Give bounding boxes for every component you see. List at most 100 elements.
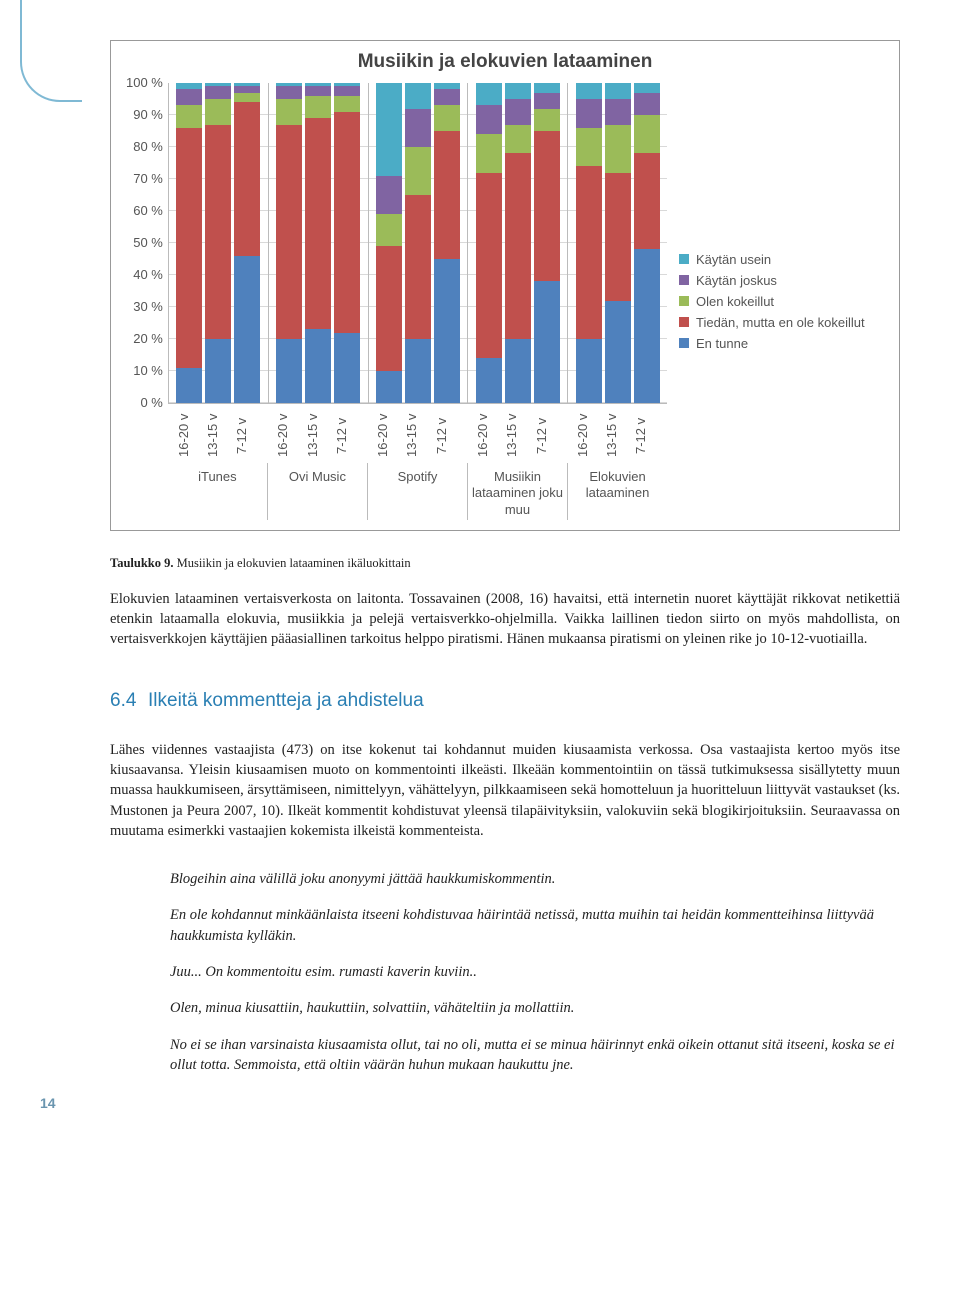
plot-area — [168, 83, 667, 404]
bar-segment — [305, 86, 331, 96]
y-axis-labels: 100 %90 %80 %70 %60 %50 %40 %30 %20 %10 … — [126, 83, 168, 403]
chart-group — [269, 83, 369, 403]
caption-text: Musiikin ja elokuvien lataaminen ikäluok… — [173, 556, 410, 570]
legend-label: Käytän usein — [696, 252, 771, 267]
bar-segment — [534, 109, 560, 131]
x-age-label: 13-15 v — [604, 408, 630, 463]
x-axis-age-labels: 16-20 v13-15 v7-12 v16-20 v13-15 v7-12 v… — [168, 404, 667, 463]
table-caption: Taulukko 9. Musiikin ja elokuvien lataam… — [110, 556, 900, 571]
stacked-bar — [334, 83, 360, 403]
legend-label: Käytän joskus — [696, 273, 777, 288]
bar-segment — [305, 96, 331, 118]
x-axis-group-labels: iTunesOvi MusicSpotifyMusiikin lataamine… — [168, 463, 667, 520]
body-paragraph-1: Elokuvien lataaminen vertaisverkosta on … — [110, 589, 900, 650]
x-age-label: 13-15 v — [504, 408, 530, 463]
bar-segment — [434, 131, 460, 259]
bar-segment — [476, 358, 502, 403]
bar-segment — [505, 83, 531, 99]
legend-item: En tunne — [679, 336, 884, 351]
bar-segment — [176, 105, 202, 127]
bar-segment — [405, 339, 431, 403]
bar-segment — [334, 86, 360, 96]
x-age-label: 16-20 v — [275, 408, 301, 463]
bar-segment — [205, 99, 231, 125]
bar-segment — [276, 125, 302, 339]
x-age-label: 13-15 v — [205, 408, 231, 463]
quote-paragraph: No ei se ihan varsinaista kiusaamista ol… — [170, 1035, 900, 1076]
stacked-bar — [405, 83, 431, 403]
chart-body: 100 %90 %80 %70 %60 %50 %40 %30 %20 %10 … — [126, 83, 884, 520]
caption-label: Taulukko 9. — [110, 556, 173, 570]
bar-segment — [376, 214, 402, 246]
bar-segment — [305, 118, 331, 329]
x-label-group: 16-20 v13-15 v7-12 v — [567, 404, 667, 463]
bar-segment — [405, 109, 431, 147]
bar-segment — [534, 131, 560, 281]
stacked-bar — [476, 83, 502, 403]
bar-segment — [605, 125, 631, 173]
bar-segment — [576, 128, 602, 166]
stacked-bar — [276, 83, 302, 403]
page-decoration-curve — [20, 0, 82, 102]
quote-paragraph: Blogeihin aina välillä joku anonyymi jät… — [170, 869, 900, 889]
section-title: Ilkeitä kommentteja ja ahdistelua — [148, 690, 424, 711]
stacked-bar — [376, 83, 402, 403]
group-name-label: Musiikin lataaminen joku muu — [468, 463, 568, 520]
x-age-label: 7-12 v — [534, 408, 560, 463]
chart-group — [568, 83, 667, 403]
bar-segment — [634, 115, 660, 153]
bar-segment — [305, 329, 331, 403]
quote-block: Blogeihin aina välillä joku anonyymi jät… — [170, 869, 900, 1075]
bar-segment — [405, 83, 431, 109]
section-heading: 6.4Ilkeitä kommentteja ja ahdistelua — [110, 690, 900, 712]
bar-segment — [376, 371, 402, 403]
x-label-group: 16-20 v13-15 v7-12 v — [467, 404, 567, 463]
legend-swatch — [679, 317, 689, 327]
x-age-label: 16-20 v — [176, 408, 202, 463]
stacked-bar — [634, 83, 660, 403]
bar-segment — [476, 105, 502, 134]
stacked-bar — [534, 83, 560, 403]
x-label-group: 16-20 v13-15 v7-12 v — [268, 404, 368, 463]
stacked-bar — [605, 83, 631, 403]
body-paragraph-2: Lähes viidennes vastaajista (473) on its… — [110, 740, 900, 841]
bar-segment — [605, 301, 631, 403]
legend-label: Tiedän, mutta en ole kokeillut — [696, 315, 865, 330]
legend-item: Käytän usein — [679, 252, 884, 267]
chart-group — [468, 83, 568, 403]
bar-segment — [476, 83, 502, 105]
bar-segment — [205, 86, 231, 99]
bar-segment — [434, 105, 460, 131]
bar-segment — [534, 93, 560, 109]
bar-segment — [234, 93, 260, 103]
bar-segment — [605, 99, 631, 125]
bar-segment — [234, 102, 260, 256]
bar-segment — [576, 166, 602, 339]
bar-segment — [176, 89, 202, 105]
x-age-label: 13-15 v — [305, 408, 331, 463]
bar-segment — [576, 339, 602, 403]
bar-segment — [505, 339, 531, 403]
x-age-label: 7-12 v — [334, 408, 360, 463]
bar-segment — [376, 176, 402, 214]
document-page: Musiikin ja elokuvien lataaminen 100 %90… — [0, 0, 960, 1131]
bar-segment — [176, 128, 202, 368]
x-age-label: 7-12 v — [434, 408, 460, 463]
bar-segment — [205, 339, 231, 403]
legend-label: Olen kokeillut — [696, 294, 774, 309]
bar-segment — [576, 83, 602, 99]
bar-segment — [334, 96, 360, 112]
x-label-group: 16-20 v13-15 v7-12 v — [368, 404, 468, 463]
bar-segment — [634, 93, 660, 115]
stacked-bar — [576, 83, 602, 403]
group-name-label: Ovi Music — [268, 463, 368, 520]
chart-container: Musiikin ja elokuvien lataaminen 100 %90… — [110, 40, 900, 531]
x-age-label: 16-20 v — [475, 408, 501, 463]
chart-group — [369, 83, 469, 403]
quote-paragraph: Olen, minua kiusattiin, haukuttiin, solv… — [170, 998, 900, 1018]
bar-segment — [276, 99, 302, 125]
legend-swatch — [679, 275, 689, 285]
stacked-bar — [305, 83, 331, 403]
legend-label: En tunne — [696, 336, 748, 351]
chart-group — [169, 83, 269, 403]
